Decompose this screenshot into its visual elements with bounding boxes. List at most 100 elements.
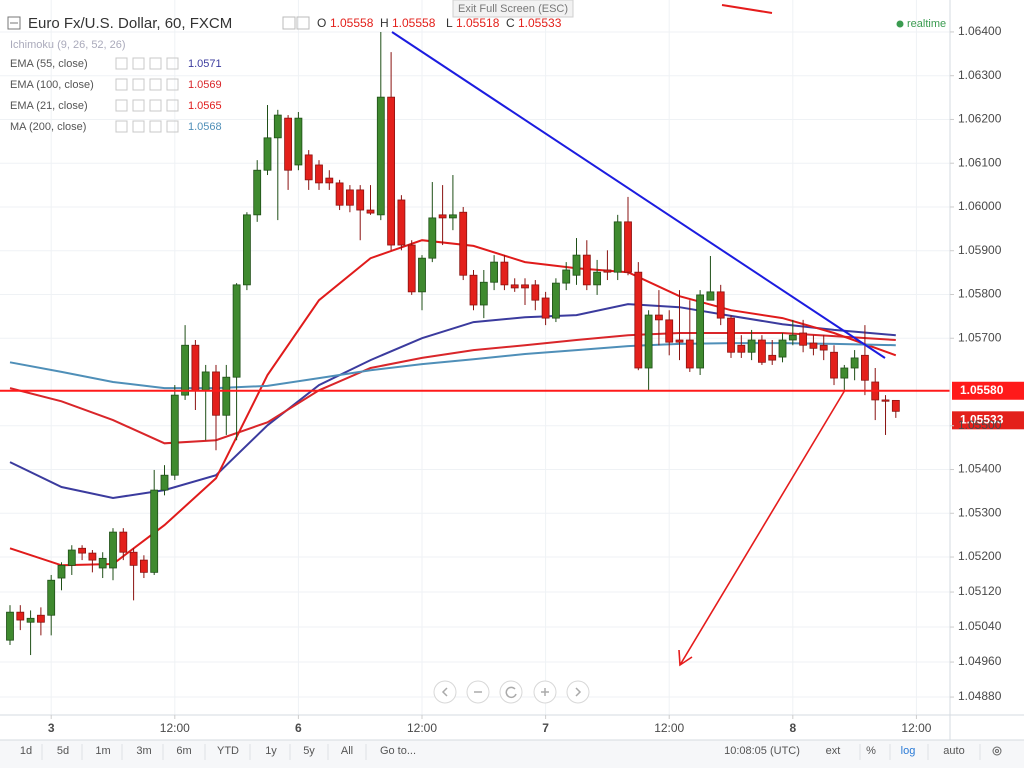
y-tick-label: 1.05700	[958, 330, 1002, 344]
indicator-button[interactable]	[149, 57, 162, 70]
y-tick-label: 1.04880	[958, 689, 1002, 703]
candle-body	[98, 557, 107, 569]
indicator-button[interactable]	[115, 78, 128, 91]
candle-body	[139, 559, 148, 573]
indicator-button[interactable]	[115, 57, 128, 70]
candle-body	[479, 281, 488, 306]
candle-body	[840, 367, 849, 379]
y-tick-label: 1.05500	[958, 418, 1002, 432]
candle-body	[850, 357, 859, 369]
indicator-button[interactable]	[166, 57, 179, 70]
range-button[interactable]: 6m	[176, 745, 191, 757]
range-button[interactable]: 1m	[95, 745, 110, 757]
candle-body	[562, 269, 571, 284]
range-button[interactable]: All	[341, 745, 353, 757]
candle-body	[109, 531, 117, 569]
indicator-button[interactable]	[132, 120, 145, 133]
range-button[interactable]: 1y	[265, 745, 277, 757]
candle-body	[170, 394, 179, 476]
chart-title: Euro Fx/U.S. Dollar, 60, FXCM	[28, 15, 232, 32]
ohlc-value: 1.05558	[330, 16, 374, 30]
y-tick-label: 1.05900	[958, 243, 1002, 257]
candle-body	[335, 182, 344, 206]
exit-fullscreen-button[interactable]	[452, 0, 574, 18]
candle-body	[150, 489, 159, 573]
indicator-button[interactable]	[132, 78, 145, 91]
candle-body	[655, 314, 663, 321]
scale-option[interactable]: log	[901, 745, 916, 757]
indicator-button[interactable]	[166, 78, 179, 91]
trend-line	[391, 31, 886, 359]
goto-button[interactable]: Go to...	[380, 745, 416, 757]
realtime-dot	[896, 20, 904, 28]
candle-body	[727, 317, 735, 353]
candle-body	[284, 117, 293, 171]
toolbar-items: 1d 5d 1m 3m 6m YTD 1y 5y All Go to... ext% log auto	[20, 744, 981, 760]
indicator-button[interactable]	[166, 120, 179, 133]
toolbar	[0, 740, 1024, 768]
candle-body	[315, 164, 323, 184]
indicator-line	[9, 332, 896, 445]
candle-body	[232, 284, 241, 378]
indicator-button[interactable]	[166, 99, 179, 112]
range-button[interactable]: 1d	[20, 745, 32, 757]
range-button[interactable]: 5y	[303, 745, 315, 757]
indicator-button[interactable]	[149, 99, 162, 112]
candle-body	[521, 284, 529, 289]
y-tick-label: 1.05200	[958, 549, 1002, 563]
candle-body	[830, 351, 838, 379]
scroll-right[interactable]	[566, 680, 590, 704]
navigation-buttons	[433, 680, 590, 704]
candle-body	[490, 261, 499, 283]
indicator-button[interactable]	[149, 120, 162, 133]
price-line: 1.05580 1.05533	[0, 381, 1024, 430]
candle-body	[418, 257, 426, 293]
reset[interactable]	[499, 680, 523, 704]
candle-body	[212, 371, 220, 416]
candle-body	[809, 342, 818, 349]
ohlc-value: 1.05518	[456, 16, 500, 30]
x-tick-label: 12:00	[901, 721, 931, 735]
candle-body	[304, 154, 313, 181]
indicator-button[interactable]	[115, 99, 128, 112]
candle-body	[438, 214, 447, 219]
indicator-name: EMA (55, close)	[10, 58, 88, 70]
last-price-label: 1.05533	[960, 412, 1004, 426]
candle-body	[582, 254, 591, 286]
x-tick-label: 8	[789, 721, 796, 735]
candle-body	[26, 617, 35, 623]
candle-body	[36, 614, 45, 623]
indicator-value: 1.0571	[188, 58, 222, 70]
scale-option[interactable]: auto	[943, 745, 964, 757]
range-button[interactable]: 5d	[57, 745, 69, 757]
candle-body	[552, 282, 560, 319]
candle-body	[881, 399, 890, 402]
range-button[interactable]: 3m	[136, 745, 151, 757]
settings-icon[interactable]	[992, 746, 1002, 756]
candle-body	[263, 137, 272, 171]
candle-body	[531, 284, 540, 301]
x-tick-label: 12:00	[407, 721, 437, 735]
disabled-indicator: Ichimoku (9, 26, 52, 26)	[10, 39, 126, 51]
candle-body	[788, 334, 797, 341]
candle-body	[67, 549, 76, 566]
candle-body	[407, 244, 416, 293]
candle-body	[222, 376, 231, 416]
indicator-button[interactable]	[115, 120, 128, 133]
indicator-button[interactable]	[132, 57, 145, 70]
scale-option[interactable]: ext	[826, 745, 841, 757]
x-tick-label: 3	[48, 721, 55, 735]
scale-option[interactable]: %	[866, 745, 876, 757]
collapse-icon[interactable]	[7, 16, 21, 30]
indicator-button[interactable]	[149, 78, 162, 91]
y-tick-label: 1.05400	[958, 462, 1002, 476]
scroll-left[interactable]	[433, 680, 457, 704]
range-button[interactable]: YTD	[217, 745, 239, 757]
indicator-button[interactable]	[132, 99, 145, 112]
candle-body	[428, 217, 437, 259]
candle-body	[778, 339, 787, 358]
candle-body	[160, 474, 169, 491]
candle-body	[634, 271, 643, 369]
candle-body	[191, 344, 200, 391]
indicator-name: EMA (21, close)	[10, 100, 88, 112]
